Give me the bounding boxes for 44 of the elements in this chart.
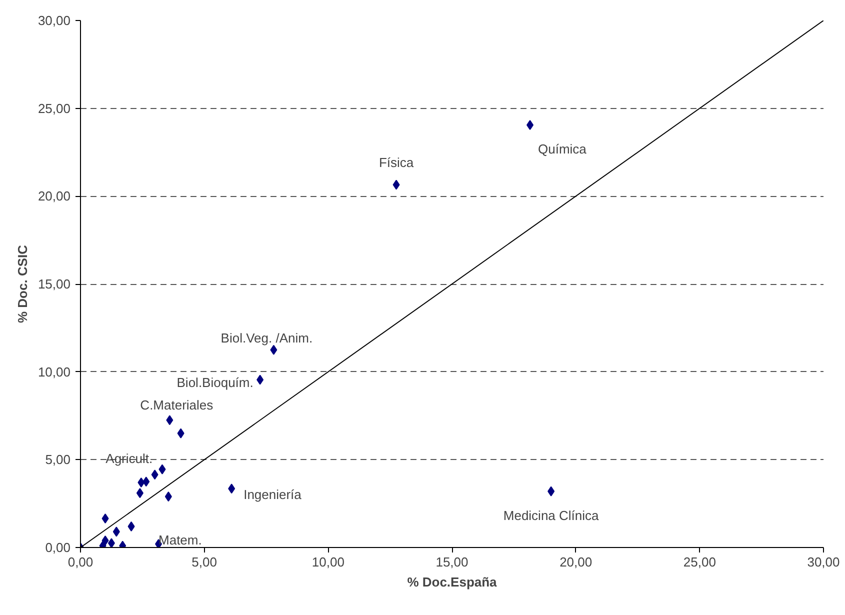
point: [112, 526, 120, 537]
y-tick-label: 20,00: [38, 188, 71, 204]
x-tick-label: 20,00: [560, 554, 592, 570]
point: [102, 514, 109, 524]
point: [164, 492, 172, 502]
annotation: Física: [378, 155, 414, 170]
x-tick-label: 30,00: [807, 554, 840, 570]
point: [548, 486, 555, 496]
annotation: Biol.Bioquím.: [176, 375, 254, 390]
point: [526, 120, 534, 130]
point: [270, 344, 278, 355]
annotation: Matem.: [158, 532, 202, 548]
y-axis-title: % Doc. CSIC: [14, 244, 30, 324]
y-tick-label: 15,00: [38, 276, 71, 292]
annotation: Ingeniería: [244, 487, 302, 502]
point: [138, 478, 145, 488]
annotation: Química: [538, 142, 588, 157]
point: [158, 464, 166, 474]
point: [142, 476, 150, 487]
annotation: Biol.Veg. /Anim.: [220, 330, 313, 346]
point: [166, 415, 174, 426]
point: [102, 535, 109, 546]
x-axis-title: % Doc.España: [407, 574, 498, 590]
x-tick-label: 5,00: [192, 554, 217, 570]
x-tick-label: 0,00: [68, 554, 94, 570]
y-tick-label: 25,00: [38, 100, 71, 116]
x-tick-label: 10,00: [312, 554, 344, 570]
point: [136, 488, 144, 498]
point: [256, 374, 264, 385]
point: [392, 180, 400, 190]
point: [108, 538, 115, 548]
annotation: C.Materiales: [140, 398, 214, 413]
annotation: Agricult.: [106, 451, 153, 466]
annotation: Medicina Clínica: [503, 508, 600, 523]
point: [228, 484, 236, 494]
point: [177, 428, 184, 438]
y-tick-label: 0,00: [45, 540, 71, 555]
point: [128, 521, 135, 532]
y-tick-label: 5,00: [45, 452, 71, 468]
y-tick-label: 30,00: [38, 13, 71, 28]
point: [151, 470, 158, 480]
y-tick-label: 10,00: [38, 364, 71, 380]
x-tick-label: 15,00: [436, 554, 468, 570]
x-tick-label: 25,00: [683, 554, 716, 570]
